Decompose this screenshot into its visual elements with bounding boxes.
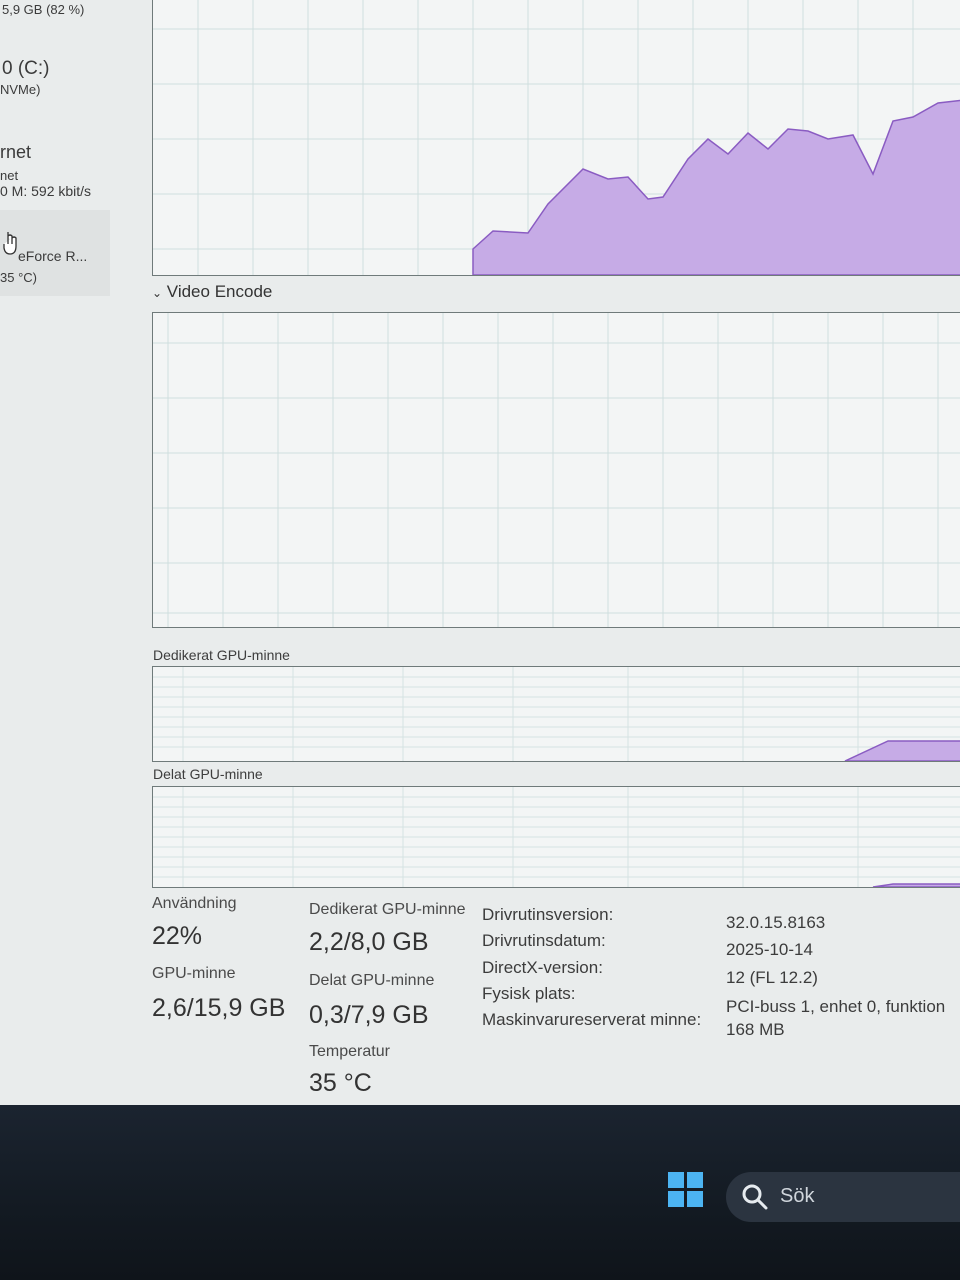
dedicated-memory-graph [152, 666, 960, 762]
shared-memory-grid [153, 787, 960, 887]
gpu-temp: 35 °C) [0, 270, 37, 285]
taskbar-search-box[interactable] [726, 1172, 960, 1222]
dedicated-memory-title: Dedikerat GPU-minne [153, 647, 290, 663]
directx-value: 12 (FL 12.2) [726, 968, 818, 987]
usage-value: 22% [152, 922, 203, 950]
temperature-label: Temperatur [309, 1043, 390, 1060]
utilization-graph [152, 0, 960, 276]
driver-version-value: 32.0.15.8163 [726, 913, 826, 932]
shared-memory-graph [152, 786, 960, 888]
gpu-memory-value: 2,6/15,9 GB [152, 994, 286, 1022]
physical-location-label: Fysisk plats: [482, 984, 576, 1003]
hand-cursor-icon [3, 232, 17, 255]
video-encode-grid [153, 313, 960, 627]
dedicated-memory-value: 2,2/8,0 GB [309, 928, 429, 956]
directx-label: DirectX-version: [482, 958, 603, 977]
network-subtitle: net [0, 168, 19, 183]
video-encode-graph [152, 312, 960, 628]
reserved-memory-label: Maskinvarureserverat minne: [482, 1010, 702, 1029]
video-encode-title: Video Encode [166, 282, 273, 301]
utilization-area [472, 99, 960, 275]
network-rate: 0 M: 592 kbit/s [0, 183, 92, 199]
physical-location-value: PCI-buss 1, enhet 0, funktion [726, 997, 946, 1016]
disk-subtitle: NVMe) [0, 82, 41, 97]
driver-date-value: 2025-10-14 [726, 940, 813, 959]
shared-memory-area [872, 883, 960, 887]
chevron-down-icon: ⌄ [152, 286, 163, 300]
search-icon [742, 1184, 768, 1210]
memory-summary: 5,9 GB (82 %) [2, 2, 85, 17]
dedicated-memory-grid [153, 667, 960, 761]
driver-date-label: Drivrutinsdatum: [482, 931, 606, 950]
usage-label: Användning [152, 895, 237, 912]
windows-start-icon[interactable] [668, 1172, 704, 1208]
temperature-value: 35 °C [309, 1069, 372, 1097]
shared-memory-title: Delat GPU-minne [153, 766, 263, 782]
dedicated-memory-label: Dedikerat GPU-minne [309, 901, 466, 918]
search-placeholder: Sök [780, 1185, 815, 1207]
dedicated-memory-area [844, 740, 960, 761]
video-encode-collapse-toggle[interactable]: ⌄ Video Encode [152, 282, 272, 302]
utilization-graph-svg [153, 0, 960, 275]
sidebar: 5,9 GB (82 %) 0 (C:) NVMe) rnet net 0 M:… [0, 0, 110, 300]
network-title: rnet [0, 142, 32, 162]
gpu-performance-panel: ⌄ Video Encode Dedikerat GPU-minne [120, 0, 960, 1100]
gpu-title: eForce R... [18, 248, 88, 264]
reserved-memory-value: 168 MB [726, 1020, 785, 1039]
sidebar-item-gpu[interactable] [0, 210, 110, 296]
shared-memory-value: 0,3/7,9 GB [309, 1001, 429, 1029]
disk-title: 0 (C:) [2, 58, 50, 79]
gpu-memory-label: GPU-minne [152, 965, 236, 982]
driver-version-label: Drivrutinsversion: [482, 905, 614, 924]
shared-memory-label: Delat GPU-minne [309, 972, 435, 989]
